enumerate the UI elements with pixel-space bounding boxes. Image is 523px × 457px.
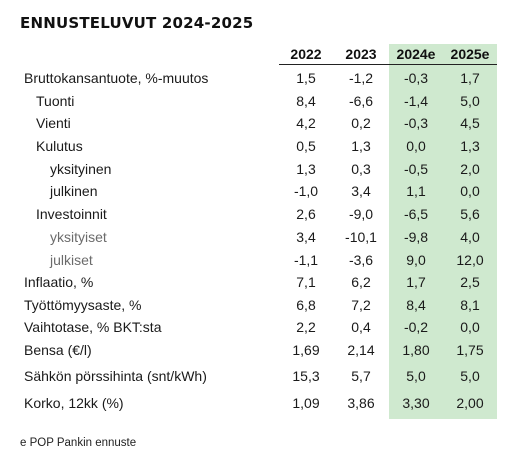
- row-label: Sähkön pörssihinta (snt/kWh): [24, 368, 207, 384]
- cell-2025e: 1,7: [460, 70, 480, 86]
- cell-2024e: 9,0: [406, 252, 426, 268]
- cell-2023: 0,3: [351, 161, 371, 177]
- cell-2024e: 5,0: [406, 368, 426, 384]
- cell-2023: 2,14: [347, 342, 375, 358]
- row-label: Korko, 12kk (%): [24, 395, 124, 411]
- cell-2025e: 2,5: [460, 274, 480, 290]
- cell-2025e: 12,0: [456, 252, 484, 268]
- row-label: yksityinen: [50, 161, 112, 177]
- cell-2022: 8,4: [296, 93, 316, 109]
- cell-2022: 3,4: [296, 229, 316, 245]
- cell-2025e: 0,0: [460, 319, 480, 335]
- cell-2023: 0,4: [351, 319, 371, 335]
- row-label: Työttömyysaste, %: [24, 297, 142, 313]
- column-header-2024e: 2024e: [396, 46, 436, 62]
- cell-2024e: -1,4: [403, 93, 429, 109]
- cell-2022: 2,2: [296, 319, 316, 335]
- cell-2022: 0,5: [296, 138, 316, 154]
- row-label: Kulutus: [36, 138, 83, 154]
- cell-2023: 5,7: [351, 368, 371, 384]
- cell-2023: -10,1: [345, 229, 377, 245]
- cell-2023: -3,6: [348, 252, 374, 268]
- cell-2022: 1,3: [296, 161, 316, 177]
- cell-2025e: 2,00: [456, 395, 484, 411]
- cell-2022: 6,8: [296, 297, 316, 313]
- table-row: Vienti 4,2 0,2 -0,3 4,5: [0, 115, 523, 135]
- cell-2024e: -0,3: [403, 115, 429, 131]
- cell-2022: -1,0: [293, 183, 319, 199]
- cell-2025e: 2,0: [460, 161, 480, 177]
- cell-2024e: 1,80: [402, 342, 430, 358]
- cell-2022: 1,09: [292, 395, 320, 411]
- table-row: Bruttokansantuote, %-muutos 1,5 -1,2 -0,3 1,…: [0, 70, 523, 90]
- cell-2023: 3,4: [351, 183, 371, 199]
- cell-2023: -1,2: [348, 70, 374, 86]
- row-label: Investoinnit: [36, 206, 107, 222]
- table-row: Vaihtotase, % BKT:sta 2,2 0,4 -0,2 0,0: [0, 319, 523, 339]
- cell-2024e: 1,1: [406, 183, 426, 199]
- row-label: Bruttokansantuote, %-muutos: [24, 70, 209, 86]
- row-label: Vaihtotase, % BKT:sta: [24, 319, 162, 335]
- cell-2023: -6,6: [348, 93, 374, 109]
- cell-2025e: 5,0: [460, 93, 480, 109]
- cell-2025e: 4,5: [460, 115, 480, 131]
- cell-2022: 4,2: [296, 115, 316, 131]
- cell-2024e: -0,3: [403, 70, 429, 86]
- cell-2025e: 5,0: [460, 368, 480, 384]
- row-label: Vienti: [36, 115, 71, 131]
- column-header-2025e: 2025e: [450, 46, 490, 62]
- row-label: Inflaatio, %: [24, 274, 94, 290]
- row-label: yksityiset: [50, 229, 107, 245]
- table-row: Korko, 12kk (%) 1,09 3,86 3,30 2,00: [0, 395, 523, 415]
- cell-2024e: 1,7: [406, 274, 426, 290]
- cell-2023: 3,86: [347, 395, 375, 411]
- table-title: ENNUSTELUVUT 2024-2025: [20, 14, 254, 32]
- cell-2025e: 5,6: [460, 206, 480, 222]
- cell-2022: 2,6: [296, 206, 316, 222]
- cell-2022: 1,69: [292, 342, 320, 358]
- table-row: Investoinnit 2,6 -9,0 -6,5 5,6: [0, 206, 523, 226]
- table-row: Työttömyysaste, % 6,8 7,2 8,4 8,1: [0, 297, 523, 317]
- cell-2024e: -6,5: [403, 206, 429, 222]
- cell-2023: 7,2: [351, 297, 371, 313]
- table-row: julkinen -1,0 3,4 1,1 0,0: [0, 183, 523, 203]
- column-header-2023: 2023: [345, 46, 377, 62]
- cell-2025e: 1,75: [456, 342, 484, 358]
- table-row: Tuonti 8,4 -6,6 -1,4 5,0: [0, 93, 523, 113]
- row-label: julkiset: [50, 252, 93, 268]
- cell-2022: 7,1: [296, 274, 316, 290]
- table-row: yksityiset 3,4 -10,1 -9,8 4,0: [0, 229, 523, 249]
- cell-2024e: 3,30: [402, 395, 430, 411]
- cell-2025e: 8,1: [460, 297, 480, 313]
- cell-2025e: 4,0: [460, 229, 480, 245]
- cell-2023: 6,2: [351, 274, 371, 290]
- table-row: Bensa (€/l) 1,69 2,14 1,80 1,75: [0, 342, 523, 362]
- table-row: Sähkön pörssihinta (snt/kWh) 15,3 5,7 5,0 5,…: [0, 368, 523, 388]
- cell-2022: 1,5: [296, 70, 316, 86]
- cell-2024e: 0,0: [406, 138, 426, 154]
- table-row: Inflaatio, % 7,1 6,2 1,7 2,5: [0, 274, 523, 294]
- table-row: Kulutus 0,5 1,3 0,0 1,3: [0, 138, 523, 158]
- cell-2024e: -0,2: [403, 319, 429, 335]
- forecast-highlight: [389, 44, 497, 419]
- cell-2024e: 8,4: [406, 297, 426, 313]
- row-label: julkinen: [50, 183, 98, 199]
- cell-2025e: 0,0: [460, 183, 480, 199]
- column-header-2022: 2022: [290, 46, 322, 62]
- cell-2023: 0,2: [351, 115, 371, 131]
- cell-2024e: -0,5: [403, 161, 429, 177]
- row-label: Bensa (€/l): [24, 342, 92, 358]
- cell-2025e: 1,3: [460, 138, 480, 154]
- source-note: e POP Pankin ennuste: [20, 437, 137, 449]
- header-divider: [279, 64, 497, 65]
- cell-2023: 1,3: [351, 138, 371, 154]
- table-row: julkiset -1,1 -3,6 9,0 12,0: [0, 252, 523, 272]
- table-row: yksityinen 1,3 0,3 -0,5 2,0: [0, 161, 523, 181]
- cell-2023: -9,0: [348, 206, 374, 222]
- cell-2024e: -9,8: [403, 229, 429, 245]
- cell-2022: 15,3: [292, 368, 320, 384]
- row-label: Tuonti: [36, 93, 75, 109]
- cell-2022: -1,1: [293, 252, 319, 268]
